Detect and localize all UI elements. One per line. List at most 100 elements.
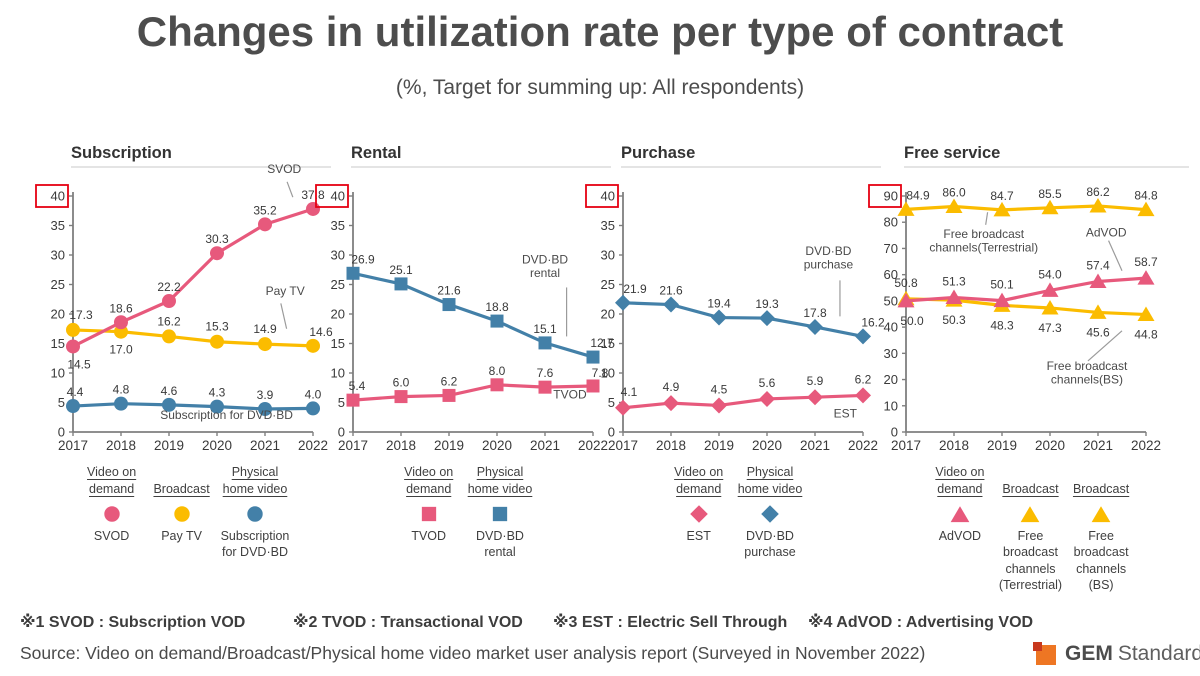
circle-marker-icon [171, 502, 193, 526]
svg-text:DVD·BD: DVD·BD [805, 244, 851, 258]
svg-text:40: 40 [51, 189, 65, 204]
legend-item-tvod: Video on demand TVOD [398, 460, 460, 544]
svg-text:TVOD: TVOD [553, 387, 587, 401]
svg-text:84.9: 84.9 [906, 188, 930, 202]
svg-text:2019: 2019 [154, 438, 184, 453]
svg-text:25.1: 25.1 [389, 263, 413, 277]
svg-text:20: 20 [601, 307, 615, 322]
legend-item-svod: Video on demand SVOD [81, 460, 143, 544]
svg-text:channels(Terrestrial): channels(Terrestrial) [929, 240, 1038, 254]
svg-text:4.0: 4.0 [305, 387, 322, 401]
legend-category-label: Broadcast [153, 482, 210, 497]
svg-text:2022: 2022 [578, 438, 608, 453]
subscription-chart: Subscription 0 5 10 15 20 25 30 35 40 2017 2018 2019… [35, 144, 333, 453]
svg-text:84.7: 84.7 [990, 189, 1014, 203]
chart-panel-rental: Rental 0 5 10 15 20 25 30 35 40 2017 2018 2019 2020 20… [315, 140, 615, 459]
chart-panel-purchase: Purchase 0 5 10 15 20 25 30 35 40 2017 2018 2019 2020… [585, 140, 885, 459]
svg-text:2021: 2021 [250, 438, 280, 453]
svg-text:5.6: 5.6 [759, 376, 776, 390]
svg-text:15: 15 [51, 336, 65, 351]
svg-text:35.2: 35.2 [253, 203, 277, 217]
logo-mark-icon [1033, 642, 1056, 665]
svg-text:4.9: 4.9 [663, 380, 680, 394]
svg-text:5: 5 [608, 395, 615, 410]
page-title: Changes in utilization rate per type of … [136, 8, 1064, 55]
svg-text:40: 40 [601, 189, 615, 204]
svg-text:35: 35 [51, 218, 65, 233]
legend-category-label: Physical home video [467, 465, 533, 497]
svg-text:70: 70 [884, 241, 898, 256]
svg-text:51.3: 51.3 [942, 274, 966, 288]
svg-text:21.9: 21.9 [623, 282, 647, 296]
svg-text:14.6: 14.6 [309, 325, 333, 339]
logo-text: GEM Standard [1065, 642, 1200, 666]
legend-item-free: Broadcast Free broadcast channels (BS) [1070, 460, 1132, 593]
svg-text:30.3: 30.3 [205, 232, 229, 246]
svg-text:4.1: 4.1 [621, 385, 638, 399]
svg-text:5: 5 [58, 395, 65, 410]
svg-text:22.2: 22.2 [157, 280, 181, 294]
footnote-3: ※3 EST : Electric Sell Through [553, 614, 788, 631]
svg-text:0: 0 [58, 425, 65, 440]
svg-text:47.3: 47.3 [1038, 321, 1062, 335]
svg-text:15: 15 [601, 336, 615, 351]
logo-mark-corner-icon [1033, 642, 1042, 651]
svg-text:8.0: 8.0 [489, 364, 506, 378]
svg-text:58.7: 58.7 [1134, 255, 1158, 269]
svg-text:2018: 2018 [106, 438, 136, 453]
svg-text:2020: 2020 [752, 438, 782, 453]
legend-item-dvd-bd: Physical home video DVD·BD rental [468, 460, 533, 561]
svg-text:50.8: 50.8 [894, 276, 918, 290]
svg-text:19.4: 19.4 [707, 297, 731, 311]
svg-text:Free service: Free service [904, 144, 1000, 162]
svg-text:2017: 2017 [58, 438, 88, 453]
svg-text:54.0: 54.0 [1038, 267, 1062, 281]
legend-category-label: Video on demand [674, 465, 724, 497]
svg-text:18.8: 18.8 [485, 300, 509, 314]
svg-text:21.6: 21.6 [437, 284, 461, 298]
svg-text:15.1: 15.1 [533, 322, 557, 336]
svg-text:4.3: 4.3 [209, 386, 226, 400]
svg-text:2019: 2019 [434, 438, 464, 453]
legend-series-label: Subscription for DVD·BD [220, 529, 290, 560]
svg-text:6.2: 6.2 [855, 372, 872, 386]
logo-gem: GEM [1065, 642, 1113, 665]
svg-text:6.2: 6.2 [441, 374, 458, 388]
svg-text:2017: 2017 [891, 438, 921, 453]
svg-text:Subscription for DVD·BD: Subscription for DVD·BD [160, 408, 293, 422]
svg-text:50.1: 50.1 [990, 278, 1014, 292]
svg-text:AdVOD: AdVOD [1086, 226, 1127, 240]
legend-category-label: Video on demand [404, 465, 454, 497]
legend-subscription: Video on demand SVOD Broadcast Pay TV Physic… [35, 460, 335, 561]
svg-text:3.9: 3.9 [257, 388, 274, 402]
svg-text:2018: 2018 [656, 438, 686, 453]
svg-text:20: 20 [51, 307, 65, 322]
svg-text:10: 10 [51, 366, 65, 381]
legend-series-label: Free broadcast channels (Terrestrial) [998, 529, 1063, 592]
svg-text:25: 25 [601, 277, 615, 292]
chart-panel-free-service: Free service 0 10 20 30 40 50 60 70 80 90 2017 2018 2… [868, 140, 1193, 459]
svg-text:10: 10 [331, 366, 345, 381]
svg-text:2021: 2021 [800, 438, 830, 453]
triangle-marker-icon [1090, 502, 1112, 526]
svg-text:15.3: 15.3 [205, 320, 229, 334]
svg-text:12.7: 12.7 [590, 336, 614, 350]
svg-text:SVOD: SVOD [267, 162, 301, 176]
legend-series-label: TVOD [411, 529, 447, 543]
svg-text:16.2: 16.2 [861, 315, 885, 329]
gem-standard-logo: GEM Standard [1033, 642, 1200, 666]
svg-text:17.0: 17.0 [109, 343, 133, 357]
legend-item-subscription: Physical home video Subscription for DVD·… [221, 460, 290, 561]
svg-text:2020: 2020 [482, 438, 512, 453]
svg-text:2022: 2022 [298, 438, 328, 453]
svg-text:19.3: 19.3 [755, 297, 779, 311]
legend-series-label: AdVOD [938, 529, 982, 543]
svg-text:purchase: purchase [804, 258, 854, 272]
svg-text:60: 60 [884, 267, 898, 282]
circle-marker-icon [244, 502, 266, 526]
svg-text:30: 30 [601, 248, 615, 263]
svg-text:84.8: 84.8 [1134, 189, 1158, 203]
svg-text:18.6: 18.6 [109, 301, 133, 315]
